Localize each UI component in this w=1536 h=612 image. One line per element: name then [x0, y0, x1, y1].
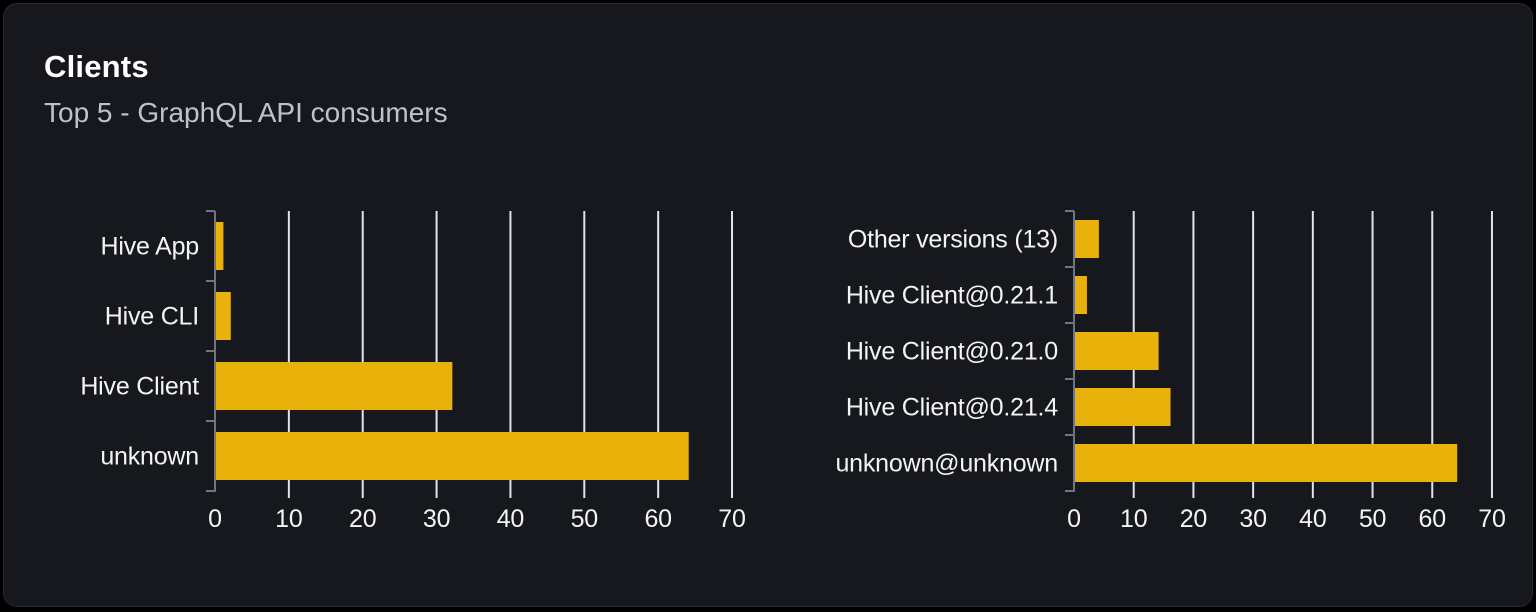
card-title: Clients	[44, 49, 149, 84]
x-tick-label-10: 10	[1120, 505, 1147, 533]
x-tick-label-70: 70	[1478, 505, 1505, 533]
x-tick-label-30: 30	[1239, 505, 1266, 533]
x-tick-label-40: 40	[1299, 505, 1326, 533]
bar-hive-client-0-21-0[interactable]	[1075, 332, 1159, 370]
bar-other-versions-13[interactable]	[1075, 220, 1099, 258]
card-subtitle: Top 5 - GraphQL API consumers	[44, 97, 448, 128]
bar-hive-client-0-21-1[interactable]	[1075, 276, 1087, 314]
category-label-hive-client-0-21-1: Hive Client@0.21.1	[846, 282, 1058, 310]
category-label-unknown: unknown	[100, 443, 199, 471]
category-label-hive-client-0-21-4: Hive Client@0.21.4	[846, 394, 1058, 422]
x-tick-label-50: 50	[1359, 505, 1386, 533]
bar-hive-client-0-21-4[interactable]	[1075, 388, 1171, 426]
x-tick-label-60: 60	[1419, 505, 1446, 533]
x-tick-label-50: 50	[571, 505, 598, 533]
bar-hive-app[interactable]	[216, 222, 224, 270]
bar-hive-client[interactable]	[216, 362, 453, 410]
category-label-hive-app: Hive App	[101, 233, 199, 261]
x-tick-label-30: 30	[423, 505, 450, 533]
x-tick-label-20: 20	[349, 505, 376, 533]
x-tick-label-20: 20	[1180, 505, 1207, 533]
clients-card: Clients Top 5 - GraphQL API consumers Hi…	[3, 3, 1533, 607]
x-tick-label-0: 0	[1067, 505, 1081, 533]
clients-by-name-chart: Hive App Hive CLI Hive Client unknown 0 10 20 3…	[80, 210, 746, 533]
x-tick-label-0: 0	[208, 505, 222, 533]
clients-by-version-chart: Other versions (13) Hive Client@0.21.1 Hiv…	[835, 210, 1506, 533]
category-label-hive-cli: Hive CLI	[105, 303, 199, 331]
x-tick-label-60: 60	[644, 505, 671, 533]
category-label-other-versions-13: Other versions (13)	[848, 226, 1058, 254]
bar-unknown-unknown[interactable]	[1075, 444, 1458, 482]
x-tick-label-10: 10	[275, 505, 302, 533]
bar-hive-cli[interactable]	[216, 292, 231, 340]
x-tick-label-70: 70	[718, 505, 745, 533]
category-label-hive-client: Hive Client	[80, 373, 199, 401]
category-label-hive-client-0-21-0: Hive Client@0.21.0	[846, 338, 1058, 366]
category-label-unknown-unknown: unknown@unknown	[835, 450, 1058, 478]
bar-unknown[interactable]	[216, 432, 689, 480]
x-tick-label-40: 40	[497, 505, 524, 533]
